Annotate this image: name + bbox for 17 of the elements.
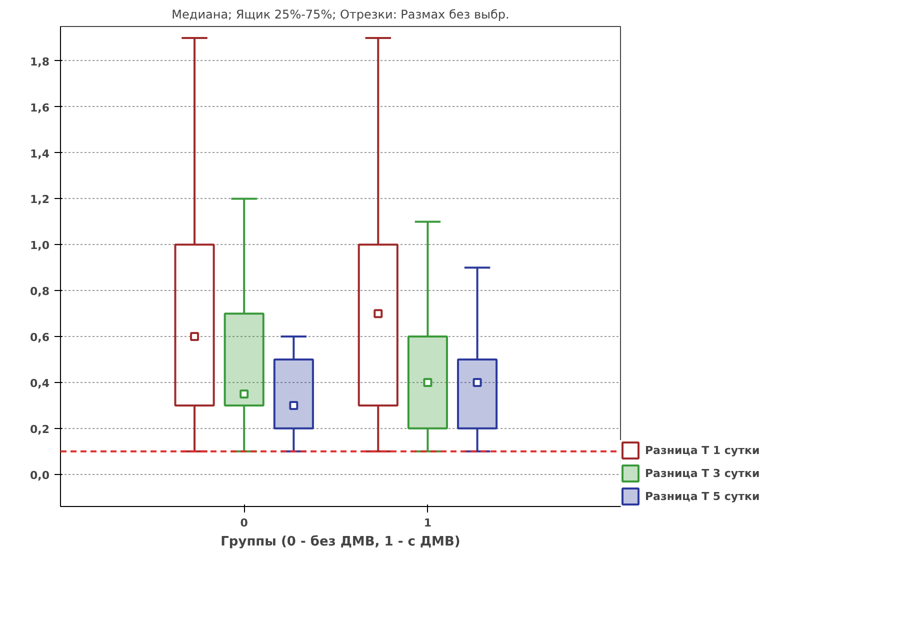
x-axis-title: Группы (0 - без ДМВ, 1 - с ДМВ): [220, 534, 460, 550]
y-tick-label: 1,8: [30, 55, 50, 68]
y-tick-label: 1,4: [30, 147, 50, 160]
y-tick-label: 0,8: [30, 285, 50, 298]
y-tick-label: 1,2: [30, 193, 50, 206]
y-tick-label: 1,6: [30, 101, 50, 114]
y-tick-label: 0,4: [30, 376, 50, 390]
chart-title: Медиана; Ящик 25%-75%; Отрезки: Размах без выбр.: [172, 8, 510, 22]
y-tick-label: 1,0: [30, 239, 50, 252]
y-tick-label: 0,6: [30, 331, 50, 344]
legend-label: Разница T 3 сутки: [645, 466, 760, 480]
legend-label: Разница T 5 сутки: [645, 490, 760, 502]
y-tick-label: 0,2: [30, 422, 50, 436]
x-tick-label: 1: [424, 516, 432, 530]
x-tick-label: 0: [240, 516, 248, 530]
legend-label: Разница T 1 сутки: [645, 444, 760, 456]
y-tick-label: 0,0: [30, 468, 50, 482]
